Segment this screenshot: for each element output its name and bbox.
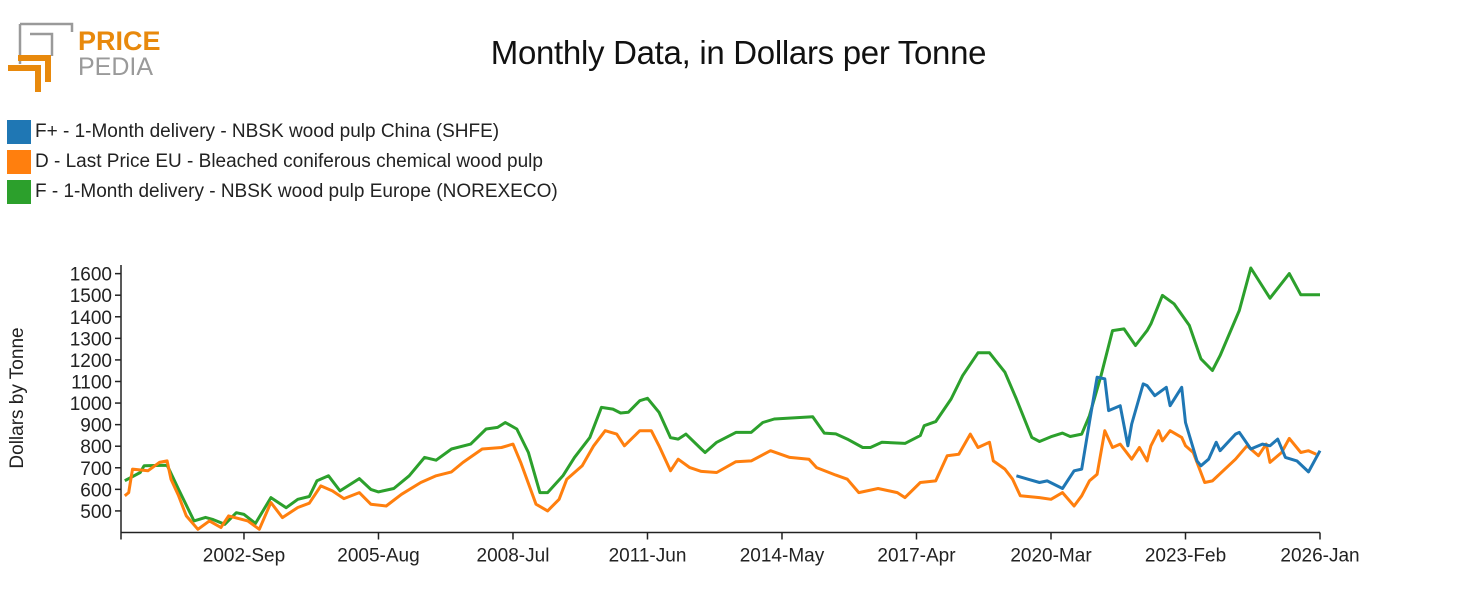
y-tick-label: 900 xyxy=(80,416,112,437)
y-tick-label: 600 xyxy=(80,480,112,501)
y-tick-label: 1400 xyxy=(70,308,112,329)
legend-item-norexeco[interactable]: F - 1-Month delivery - NBSK wood pulp Eu… xyxy=(7,180,558,204)
x-tick-label: 2020-Mar xyxy=(1010,546,1092,567)
y-tick-label: 800 xyxy=(80,437,112,458)
series-line-1 xyxy=(123,429,1317,531)
pricepedia-logo: PRICE PEDIA xyxy=(8,22,161,92)
x-tick-label: 2026-Jan xyxy=(1280,546,1359,567)
series-line-0 xyxy=(1015,375,1322,490)
legend-label: F - 1-Month delivery - NBSK wood pulp Eu… xyxy=(35,181,558,202)
series-line-2 xyxy=(124,266,1320,526)
legend-swatch xyxy=(7,120,31,144)
y-tick-label: 1600 xyxy=(70,265,112,286)
x-tick-label: 2023-Feb xyxy=(1145,546,1226,567)
y-tick-label: 500 xyxy=(80,502,112,523)
y-tick-label: 1100 xyxy=(71,372,112,393)
x-tick-label: 2014-May xyxy=(740,546,825,567)
legend-swatch xyxy=(7,150,31,174)
y-tick-label: 700 xyxy=(80,459,112,480)
svg-text:PRICE: PRICE xyxy=(78,26,161,56)
legend-label: D - Last Price EU - Bleached coniferous … xyxy=(35,151,543,172)
y-tick-label: 1500 xyxy=(70,286,112,307)
y-tick-label: 1300 xyxy=(70,329,112,350)
x-tick-label: 2008-Jul xyxy=(477,546,550,567)
x-tick-label: 2017-Apr xyxy=(877,546,956,567)
x-tick-label: 2011-Jun xyxy=(609,546,687,567)
legend-item-eu[interactable]: D - Last Price EU - Bleached coniferous … xyxy=(7,150,543,174)
x-tick-label: 2002-Sep xyxy=(203,546,285,567)
y-tick-label: 1000 xyxy=(70,394,112,415)
y-axis-label: Dollars by Tonne xyxy=(7,327,28,468)
svg-text:PEDIA: PEDIA xyxy=(78,53,153,81)
y-tick-label: 1200 xyxy=(70,351,112,372)
chart-title: Monthly Data, in Dollars per Tonne xyxy=(490,34,987,71)
legend-swatch xyxy=(7,180,31,204)
legend-item-shfe[interactable]: F+ - 1-Month delivery - NBSK wood pulp C… xyxy=(7,120,499,144)
legend-label: F+ - 1-Month delivery - NBSK wood pulp C… xyxy=(35,121,500,142)
x-tick-label: 2005-Aug xyxy=(337,546,419,567)
